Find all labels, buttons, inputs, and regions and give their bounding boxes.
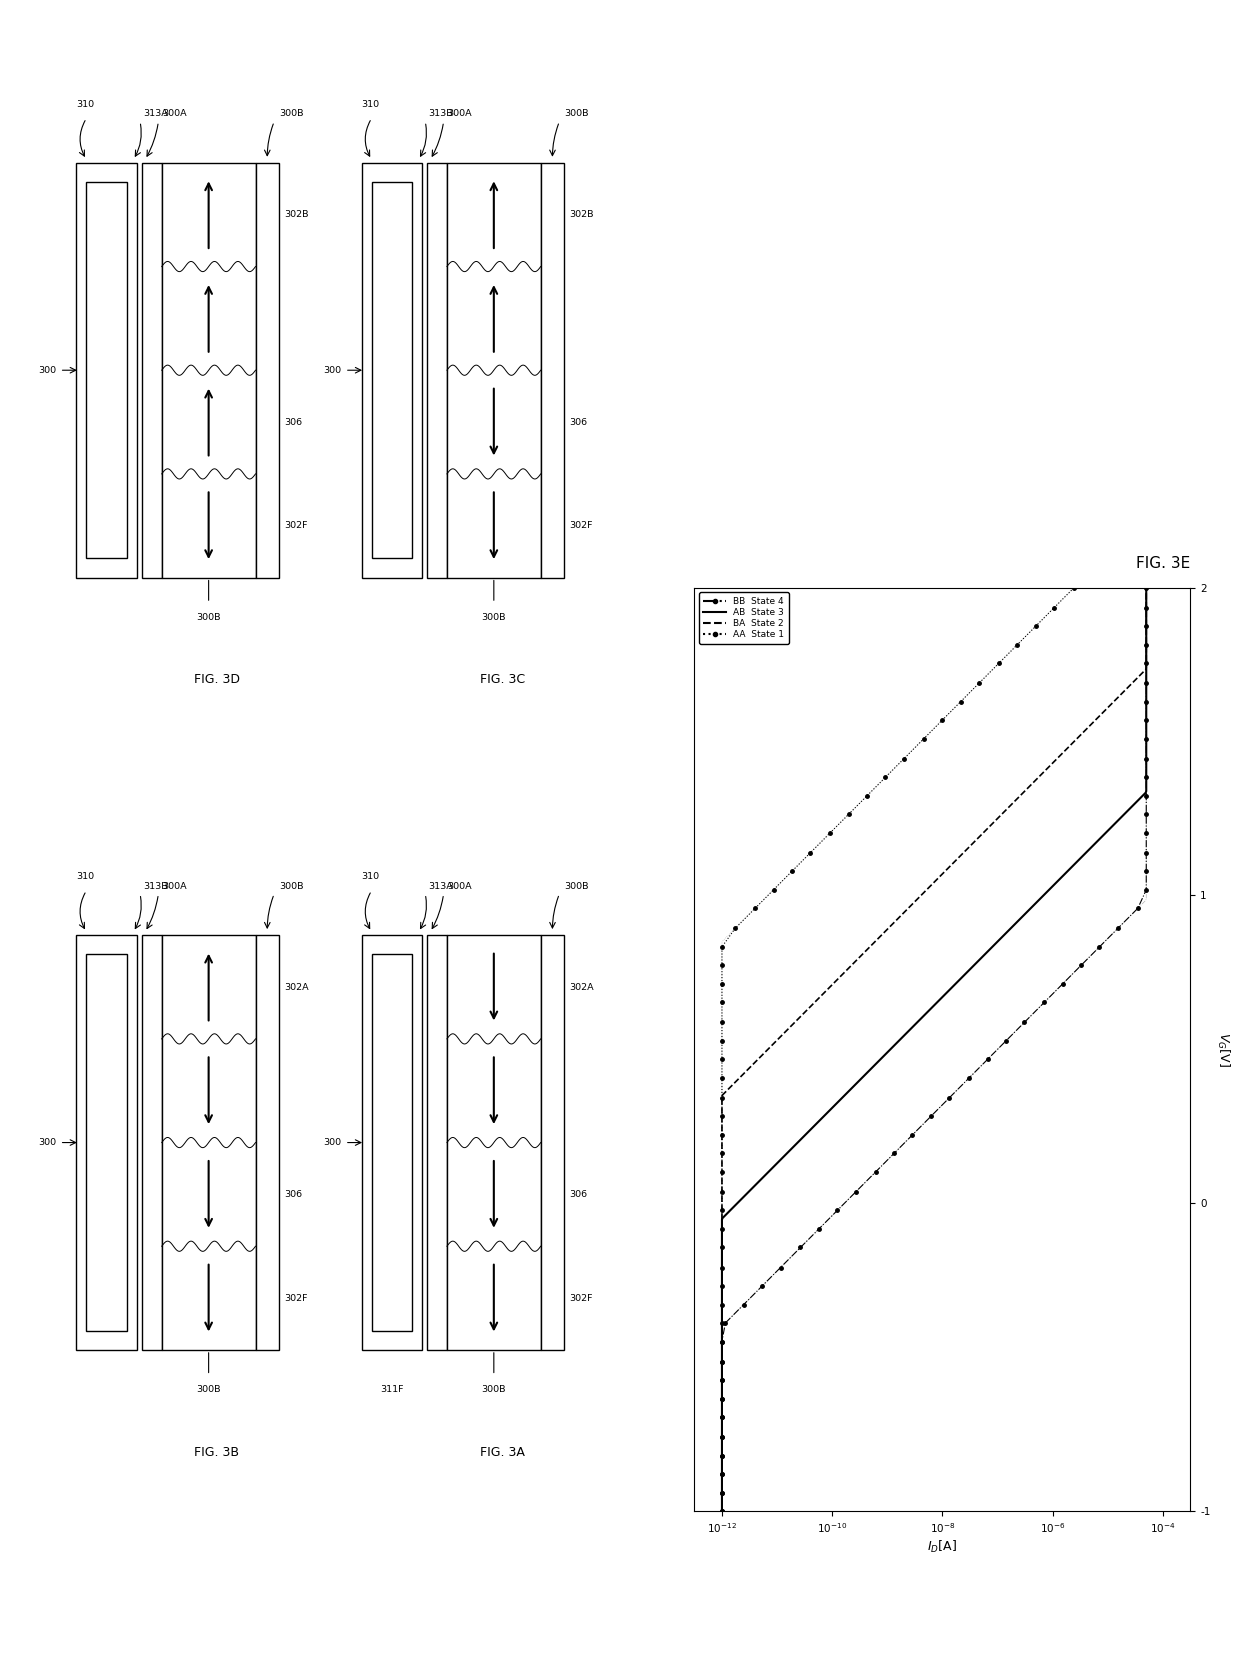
Text: 300: 300 [324,366,341,374]
Text: 302B: 302B [284,210,309,220]
Text: 300: 300 [38,366,56,374]
Text: FIG. 3C: FIG. 3C [480,673,525,687]
Text: FIG. 3D: FIG. 3D [193,673,241,687]
Text: 306: 306 [569,418,588,426]
Bar [255,935,279,1350]
Text: 300B: 300B [481,613,506,621]
X-axis label: $I_D$[A]: $I_D$[A] [928,1538,957,1555]
Text: 300B: 300B [564,881,589,890]
Text: 302A: 302A [569,982,594,992]
Bar [446,163,541,578]
Text: FIG. 3E: FIG. 3E [1136,556,1190,571]
Bar [77,163,136,578]
Text: 306: 306 [569,1190,588,1199]
Text: 310: 310 [362,99,379,109]
Text: 300B: 300B [196,613,221,621]
Bar [446,935,541,1350]
Text: 313A: 313A [144,109,169,118]
Legend: BB  State 4, AB  State 3, BA  State 2, AA  State 1: BB State 4, AB State 3, BA State 2, AA S… [699,593,789,645]
Text: 306: 306 [284,418,303,426]
Text: 300B: 300B [196,1385,221,1394]
Text: 300B: 300B [279,109,304,118]
Text: 311F: 311F [379,1385,403,1394]
Text: 302F: 302F [284,520,308,531]
Text: 302A: 302A [284,982,309,992]
Text: 302F: 302F [569,520,593,531]
Bar [427,935,446,1350]
Bar [362,935,422,1350]
Text: 300A: 300A [446,109,471,118]
Bar [77,935,136,1350]
Text: 302B: 302B [569,210,594,220]
Text: 313B: 313B [144,881,167,890]
Bar [372,181,412,559]
Bar [87,954,126,1331]
Text: 300: 300 [324,1138,341,1147]
Text: 300A: 300A [161,881,186,890]
Text: 302F: 302F [569,1293,593,1303]
Text: 313A: 313A [429,881,454,890]
Text: 310: 310 [362,871,379,881]
Text: 306: 306 [284,1190,303,1199]
Bar [87,181,126,559]
Bar [541,935,564,1350]
Bar [541,163,564,578]
Text: 302F: 302F [284,1293,308,1303]
Bar [427,163,446,578]
Text: FIG. 3A: FIG. 3A [480,1446,525,1459]
Text: 313B: 313B [429,109,453,118]
Bar [372,954,412,1331]
Text: 300A: 300A [161,109,186,118]
Bar [161,163,255,578]
Text: 300: 300 [38,1138,56,1147]
Bar [362,163,422,578]
Text: 300B: 300B [481,1385,506,1394]
Bar [141,935,161,1350]
Bar [141,163,161,578]
Bar [161,935,255,1350]
Text: 300B: 300B [279,881,304,890]
Y-axis label: $V_G$[V]: $V_G$[V] [1215,1033,1231,1066]
Text: 310: 310 [77,99,94,109]
Bar [255,163,279,578]
Text: 310: 310 [77,871,94,881]
Text: 300B: 300B [564,109,589,118]
Text: 300A: 300A [446,881,471,890]
Text: FIG. 3B: FIG. 3B [195,1446,239,1459]
